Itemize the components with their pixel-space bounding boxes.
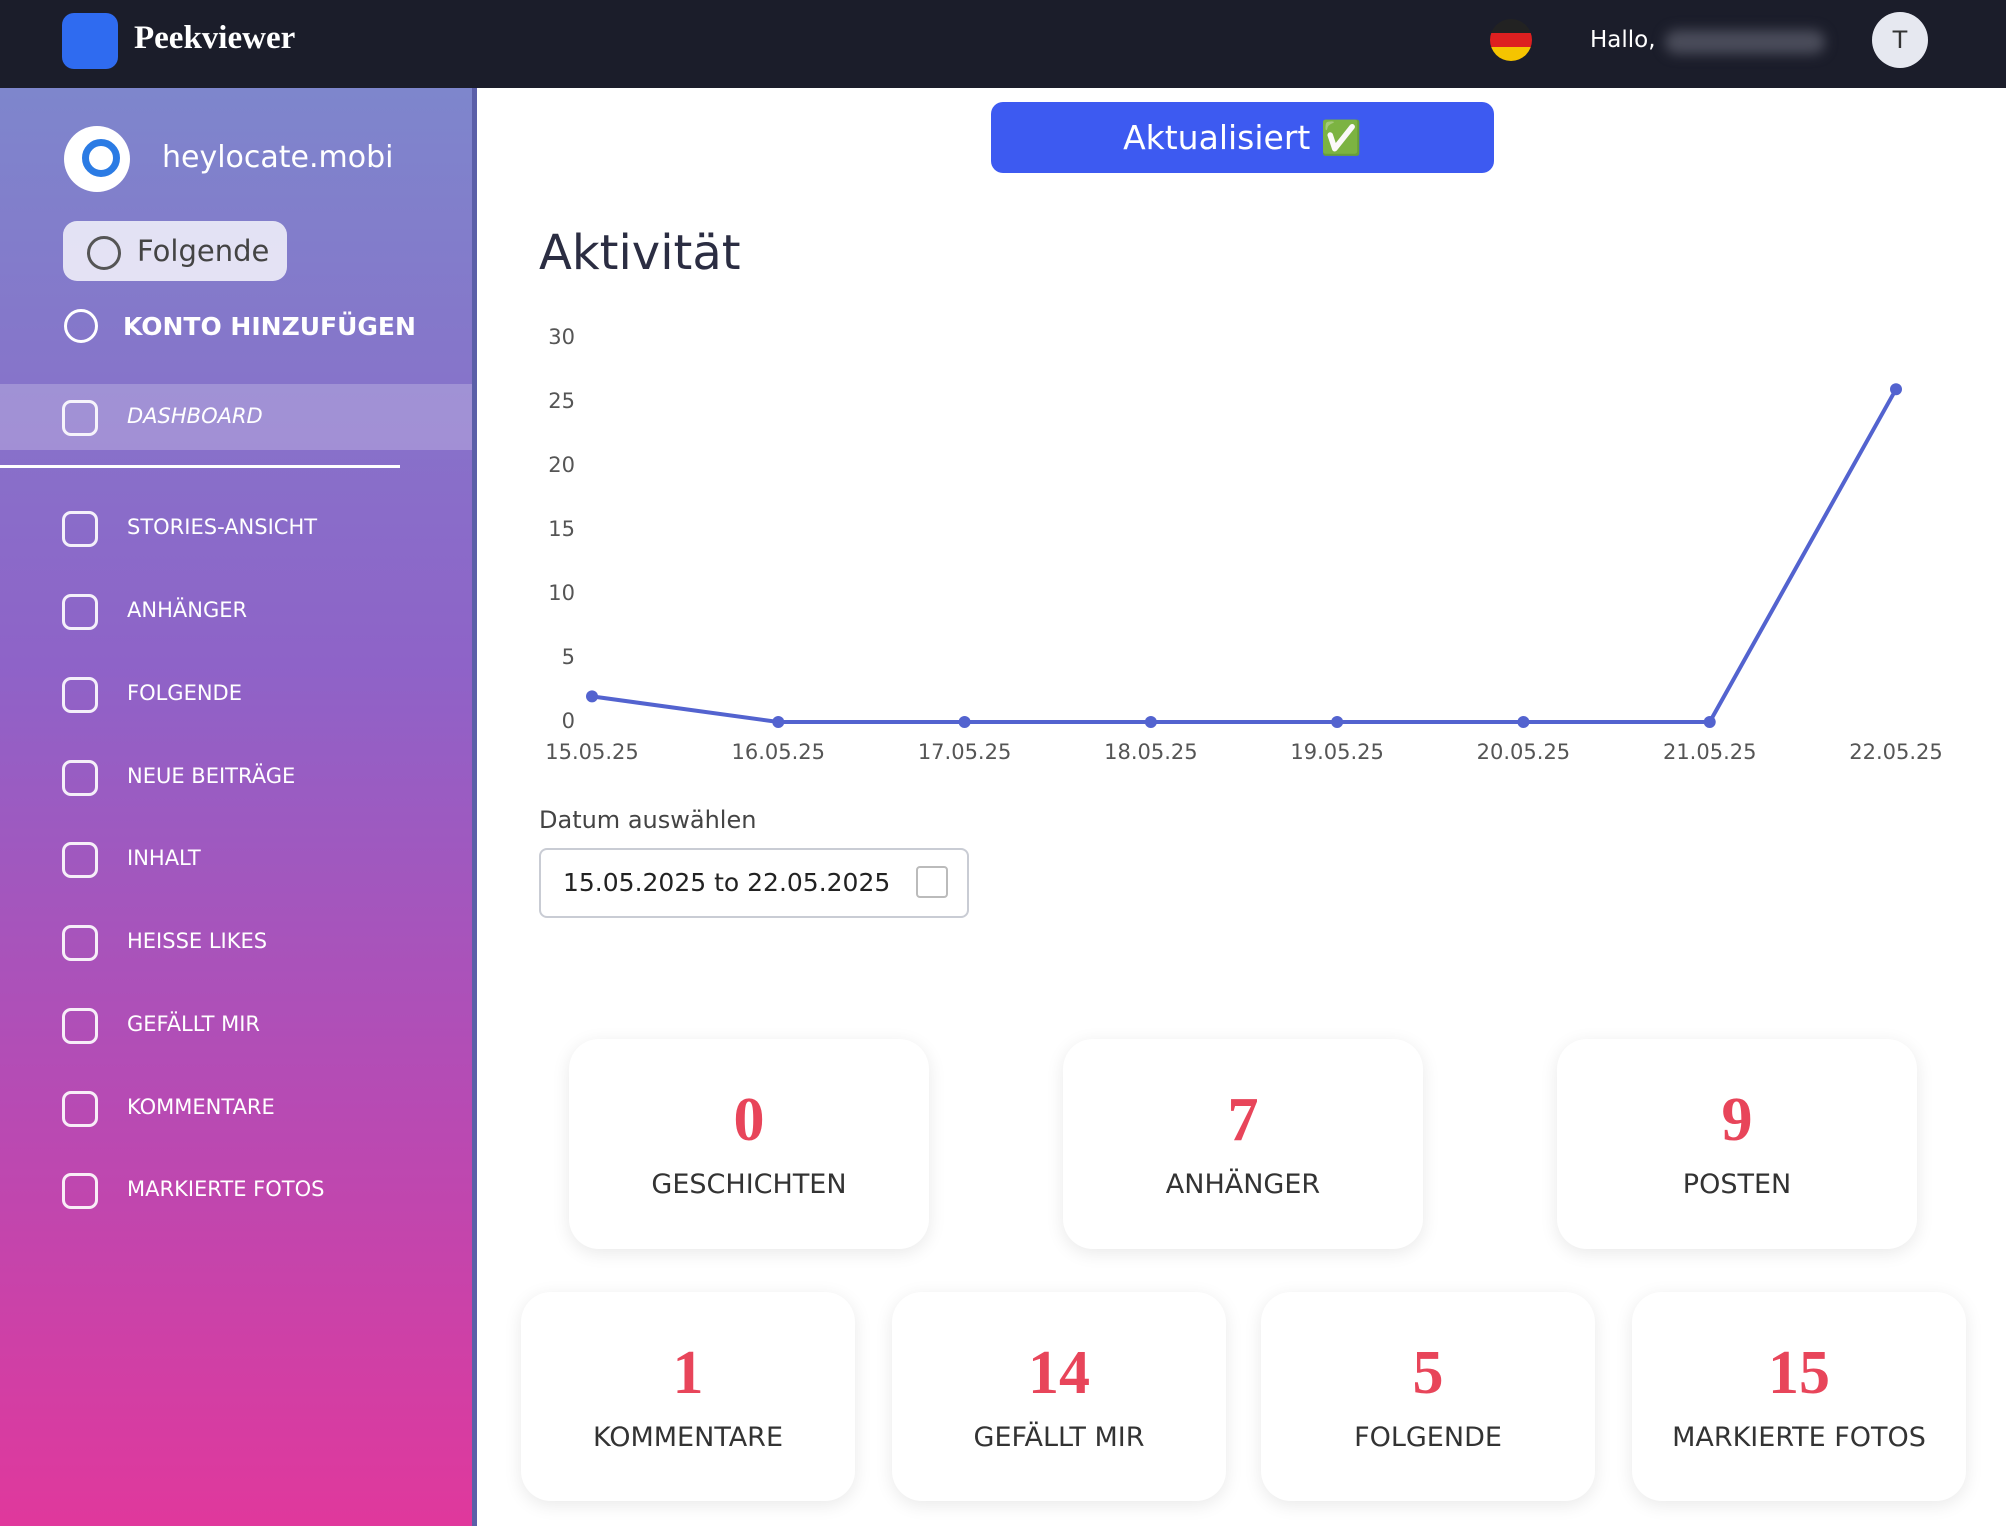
data-point	[958, 716, 971, 728]
x-tick-label: 17.05.25	[918, 740, 1012, 764]
add-icon[interactable]	[64, 309, 98, 343]
stat-value: 0	[733, 1086, 765, 1154]
menu-icon[interactable]	[62, 511, 98, 547]
follow-button[interactable]: Folgende	[63, 221, 287, 281]
menu-icon[interactable]	[62, 400, 98, 436]
calendar-icon[interactable]	[916, 866, 948, 898]
brand-name[interactable]: Peekviewer	[134, 20, 296, 56]
stat-card[interactable]: 9 POSTEN	[1557, 1039, 1917, 1249]
menu-item[interactable]: NEUE BEITRÄGE	[127, 764, 296, 788]
x-tick-label: 21.05.25	[1663, 740, 1757, 764]
menu-icon[interactable]	[62, 925, 98, 961]
x-tick-label: 22.05.25	[1849, 740, 1943, 764]
stat-value: 14	[1028, 1339, 1090, 1407]
y-tick-label: 30	[548, 325, 575, 349]
y-tick-label: 25	[548, 389, 575, 413]
greeting: Hallo,	[1590, 27, 1656, 53]
status-button[interactable]: Aktualisiert ✅	[991, 102, 1494, 173]
add-account[interactable]: KONTO HINZUFÜGEN	[123, 312, 416, 341]
stat-label: GEFÄLLT MIR	[973, 1422, 1145, 1453]
data-point	[1890, 383, 1902, 396]
stat-card[interactable]: 5 FOLGENDE	[1261, 1292, 1595, 1501]
y-tick-label: 5	[562, 645, 575, 669]
data-point	[586, 690, 598, 703]
x-tick-label: 16.05.25	[732, 740, 826, 764]
stat-label: MARKIERTE FOTOS	[1672, 1422, 1926, 1453]
stat-card[interactable]: 1 KOMMENTARE	[521, 1292, 855, 1501]
stat-label: ANHÄNGER	[1165, 1169, 1321, 1200]
brand-logo[interactable]	[62, 13, 118, 69]
data-point	[772, 716, 785, 728]
divider	[0, 465, 400, 468]
stat-value: 9	[1721, 1086, 1753, 1154]
menu-icon[interactable]	[62, 1091, 98, 1127]
account-logo	[64, 126, 130, 192]
data-point	[1517, 716, 1530, 728]
date-label: Datum auswählen	[539, 806, 757, 834]
data-point	[1331, 716, 1344, 728]
blurred-username	[1665, 30, 1825, 54]
date-input[interactable]: 15.05.2025 to 22.05.2025	[539, 848, 969, 918]
menu-item[interactable]: GEFÄLLT MIR	[127, 1012, 260, 1036]
x-tick-label: 15.05.25	[545, 740, 639, 764]
menu-item[interactable]: HEISSE LIKES	[127, 929, 268, 953]
menu-item[interactable]: KOMMENTARE	[127, 1095, 275, 1119]
account-name: heylocate.mobi	[162, 140, 394, 175]
active-item-band	[0, 384, 472, 450]
activity-chart: Aktivität 0 5 10 15 20 25 30 15.05.25 16.05.25 17…	[539, 225, 1943, 764]
stat-value: 1	[672, 1339, 704, 1407]
x-tick-label: 18.05.25	[1104, 740, 1198, 764]
menu-icon[interactable]	[62, 1008, 98, 1044]
data-point	[1144, 716, 1157, 728]
stat-value: 7	[1227, 1086, 1259, 1154]
menu-item[interactable]: ANHÄNGER	[127, 598, 248, 622]
x-tick-label: 20.05.25	[1477, 740, 1571, 764]
user-avatar[interactable]: T	[1872, 12, 1928, 68]
series-line	[591, 388, 1898, 724]
y-tick-label: 0	[562, 709, 575, 733]
stat-card[interactable]: 7 ANHÄNGER	[1063, 1039, 1423, 1249]
sidebar-edge	[472, 88, 477, 1526]
y-tick-label: 10	[548, 581, 575, 605]
menu-item[interactable]: INHALT	[127, 846, 201, 870]
stat-card[interactable]: 14 GEFÄLLT MIR	[892, 1292, 1226, 1501]
stat-label: KOMMENTARE	[592, 1422, 783, 1453]
y-tick-label: 20	[548, 453, 575, 477]
chart-title: Aktivität	[539, 225, 741, 281]
stat-card[interactable]: 15 MARKIERTE FOTOS	[1632, 1292, 1966, 1501]
y-tick-label: 15	[548, 517, 575, 541]
menu-item[interactable]: DASHBOARD	[127, 404, 263, 428]
menu-icon[interactable]	[62, 677, 98, 713]
menu-icon[interactable]	[62, 760, 98, 796]
data-point	[1703, 716, 1716, 728]
x-tick-label: 19.05.25	[1290, 740, 1384, 764]
menu-item[interactable]: MARKIERTE FOTOS	[127, 1177, 325, 1201]
menu-item[interactable]: STORIES-ANSICHT	[127, 515, 318, 539]
menu-icon[interactable]	[62, 842, 98, 878]
menu-icon[interactable]	[62, 594, 98, 630]
stat-value: 5	[1412, 1339, 1444, 1407]
menu-item[interactable]: FOLGENDE	[127, 681, 242, 705]
sidebar	[0, 88, 476, 1526]
stat-card[interactable]: 0 GESCHICHTEN	[569, 1039, 929, 1249]
stat-value: 15	[1768, 1339, 1830, 1407]
menu-icon[interactable]	[62, 1173, 98, 1209]
language-flag[interactable]	[1490, 19, 1532, 61]
stat-label: GESCHICHTEN	[651, 1169, 847, 1200]
stat-label: POSTEN	[1682, 1169, 1792, 1200]
stat-label: FOLGENDE	[1354, 1422, 1502, 1453]
